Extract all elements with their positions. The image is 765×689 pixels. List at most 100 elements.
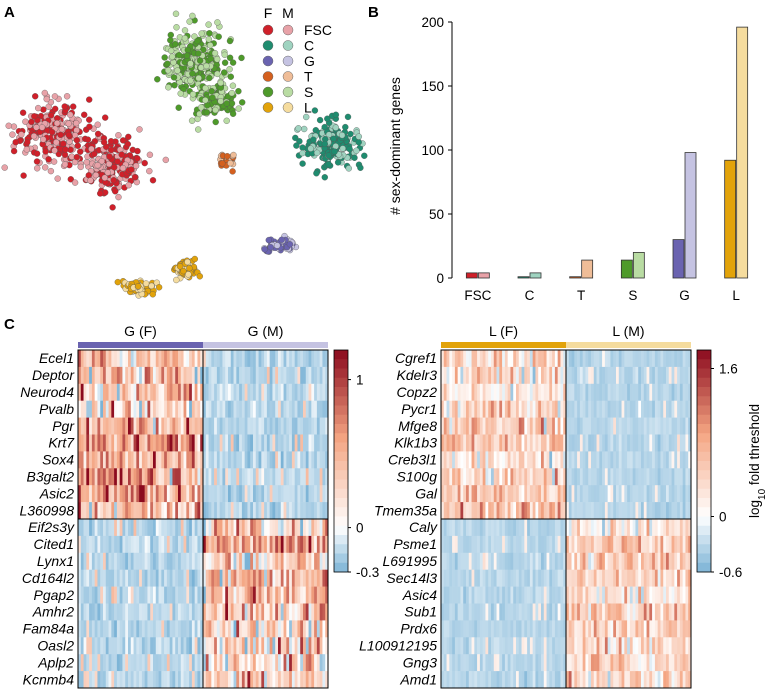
l-heatmap-cell — [674, 366, 678, 385]
l-heatmap-cell — [560, 569, 564, 587]
tsne-point — [131, 174, 139, 181]
tsne-point — [23, 146, 30, 153]
l-heatmap-cell — [510, 569, 514, 587]
l-heatmap-cell — [663, 468, 667, 486]
tsne-point — [19, 109, 27, 116]
g-heatmap-cell — [136, 603, 140, 621]
g-heatmap-cell — [166, 434, 170, 452]
l-heatmap-cell — [613, 350, 617, 368]
l-heatmap-cell — [491, 620, 495, 638]
l-heatmap-cell — [682, 569, 686, 587]
l-heatmap-cell — [532, 366, 536, 385]
l-heatmap-cell — [604, 417, 608, 435]
g-heatmap-cell — [150, 620, 154, 638]
g-heatmap-cell — [203, 654, 207, 672]
g-heatmap-cell — [172, 400, 176, 418]
g-heatmap-cell — [150, 519, 154, 537]
l-heatmap-cell — [593, 451, 597, 469]
g-heatmap-cell — [178, 620, 182, 638]
g-heatmap-cell — [91, 502, 95, 520]
l-heatmap-cell — [577, 417, 581, 435]
g-heatmap-cell — [83, 400, 87, 418]
g-heatmap-cell — [258, 366, 262, 385]
l-heatmap-cell — [499, 383, 503, 401]
g-heatmap-cell — [211, 552, 215, 570]
l-heatmap-cell — [463, 383, 467, 401]
l-heatmap-cell — [463, 366, 467, 385]
l-heatmap-cell — [607, 366, 611, 385]
g-heatmap-cell — [194, 502, 198, 520]
tsne-cluster-fsc-1 — [33, 121, 169, 211]
l-heatmap-cell — [679, 671, 683, 689]
l-heatmap-cell — [463, 603, 467, 621]
l-heatmap-cell — [602, 417, 606, 435]
l-heatmap-cell — [457, 485, 461, 503]
l-heatmap-cell — [521, 400, 525, 418]
tsne-point — [187, 60, 194, 67]
g-heatmap-group-bar-1 — [203, 342, 328, 348]
g-heatmap-cell — [316, 417, 320, 435]
g-heatmap-cell — [133, 671, 137, 689]
g-heatmap-cell — [183, 671, 187, 689]
l-heatmap-cell — [454, 620, 458, 638]
tsne-point — [202, 85, 209, 92]
g-heatmap-cell — [147, 350, 151, 368]
g-heatmap-colorbar-seg — [334, 470, 348, 480]
g-heatmap-cell — [211, 535, 215, 554]
g-heatmap-cell — [89, 637, 93, 655]
l-heatmap-cell — [588, 451, 592, 469]
g-heatmap-cell — [133, 400, 137, 418]
l-heatmap-cell — [602, 654, 606, 672]
l-heatmap-cell — [560, 366, 564, 385]
l-heatmap-cell — [502, 552, 506, 570]
g-heatmap-cell — [105, 434, 109, 452]
g-heatmap-cell — [316, 586, 320, 604]
g-heatmap-cell — [172, 350, 176, 368]
g-heatmap-cell — [158, 485, 162, 503]
l-heatmap-cell — [552, 451, 556, 469]
g-heatmap-cell — [164, 637, 168, 655]
g-heatmap-cell — [266, 485, 270, 503]
g-heatmap-cell — [128, 620, 132, 638]
g-heatmap-cell — [83, 502, 87, 520]
l-heatmap-cell — [554, 383, 558, 401]
l-heatmap-cell — [574, 366, 578, 385]
g-heatmap-cell — [311, 603, 315, 621]
g-heatmap-cell — [308, 519, 312, 537]
l-heatmap-cell — [532, 671, 536, 689]
g-heatmap-cell — [155, 350, 159, 368]
l-heatmap-cell — [502, 468, 506, 486]
g-heatmap-cell — [155, 400, 159, 418]
g-heatmap-cell — [286, 417, 290, 435]
l-heatmap-cell — [543, 400, 547, 418]
g-heatmap-cell — [180, 400, 184, 418]
l-heatmap-cell — [604, 535, 608, 554]
g-heatmap-cell — [183, 350, 187, 368]
l-heatmap-cell — [593, 366, 597, 385]
l-heatmap-cell — [477, 451, 481, 469]
l-heatmap-cell — [568, 350, 572, 368]
l-heatmap-cell — [646, 535, 650, 554]
l-heatmap-cell — [532, 400, 536, 418]
tsne-point — [38, 124, 46, 131]
l-heatmap-cell — [488, 502, 492, 520]
g-heatmap-cell — [216, 586, 220, 604]
l-heatmap-cell — [657, 468, 661, 486]
l-heatmap-cell — [443, 451, 447, 469]
g-heatmap-cell — [147, 519, 151, 537]
l-heatmap-cell — [549, 552, 553, 570]
g-heatmap-cell — [100, 671, 104, 689]
l-heatmap-cell — [518, 654, 522, 672]
g-heatmap-cell — [261, 468, 265, 486]
tsne-point — [209, 94, 216, 101]
l-heatmap-cell — [529, 671, 533, 689]
g-heatmap-cell — [183, 366, 187, 385]
g-heatmap-cell — [303, 671, 307, 689]
l-heatmap-cell — [607, 383, 611, 401]
l-heatmap-cell — [688, 603, 692, 621]
l-heatmap-cell — [666, 603, 670, 621]
l-heatmap-cell — [457, 654, 461, 672]
l-heatmap-cell — [516, 552, 520, 570]
g-heatmap-cell — [236, 468, 240, 486]
l-heatmap-cell — [443, 434, 447, 452]
